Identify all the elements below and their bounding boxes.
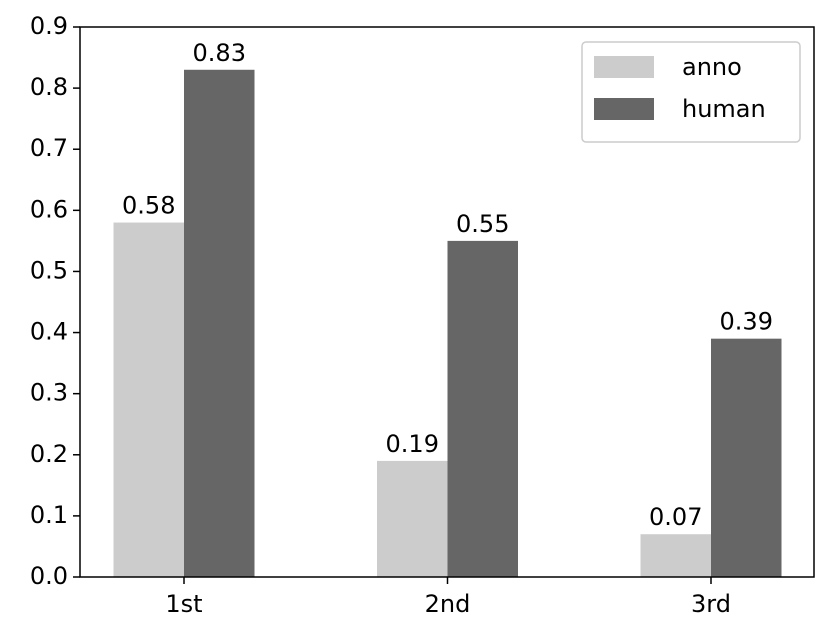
legend-swatch bbox=[594, 98, 654, 120]
y-tick-label: 0.2 bbox=[30, 440, 68, 468]
x-tick-label: 3rd bbox=[691, 590, 731, 618]
value-label: 0.07 bbox=[649, 503, 702, 531]
bar bbox=[447, 240, 518, 577]
value-label: 0.19 bbox=[386, 430, 439, 458]
bar bbox=[711, 338, 782, 577]
value-label: 0.83 bbox=[193, 39, 246, 67]
x-tick-label: 1st bbox=[165, 590, 202, 618]
y-tick-label: 0.6 bbox=[30, 195, 68, 223]
y-tick-label: 0.5 bbox=[30, 256, 68, 284]
y-tick-label: 0.4 bbox=[30, 318, 68, 346]
y-tick-label: 0.3 bbox=[30, 379, 68, 407]
bar bbox=[113, 222, 184, 578]
legend-swatch bbox=[594, 56, 654, 78]
value-label: 0.39 bbox=[720, 308, 773, 336]
y-tick-label: 0.7 bbox=[30, 134, 68, 162]
legend-label: human bbox=[682, 95, 766, 123]
y-tick-label: 0.9 bbox=[30, 12, 68, 40]
value-label: 0.55 bbox=[456, 210, 509, 238]
legend-label: anno bbox=[682, 53, 742, 81]
x-tick-label: 2nd bbox=[425, 590, 471, 618]
y-tick-label: 0.1 bbox=[30, 501, 68, 529]
plot-frame bbox=[79, 26, 815, 578]
y-tick-label: 0.0 bbox=[30, 562, 68, 590]
value-label: 0.58 bbox=[122, 192, 175, 220]
y-tick-label: 0.8 bbox=[30, 73, 68, 101]
bar bbox=[184, 69, 255, 578]
bar bbox=[377, 460, 448, 577]
bar bbox=[640, 534, 711, 577]
